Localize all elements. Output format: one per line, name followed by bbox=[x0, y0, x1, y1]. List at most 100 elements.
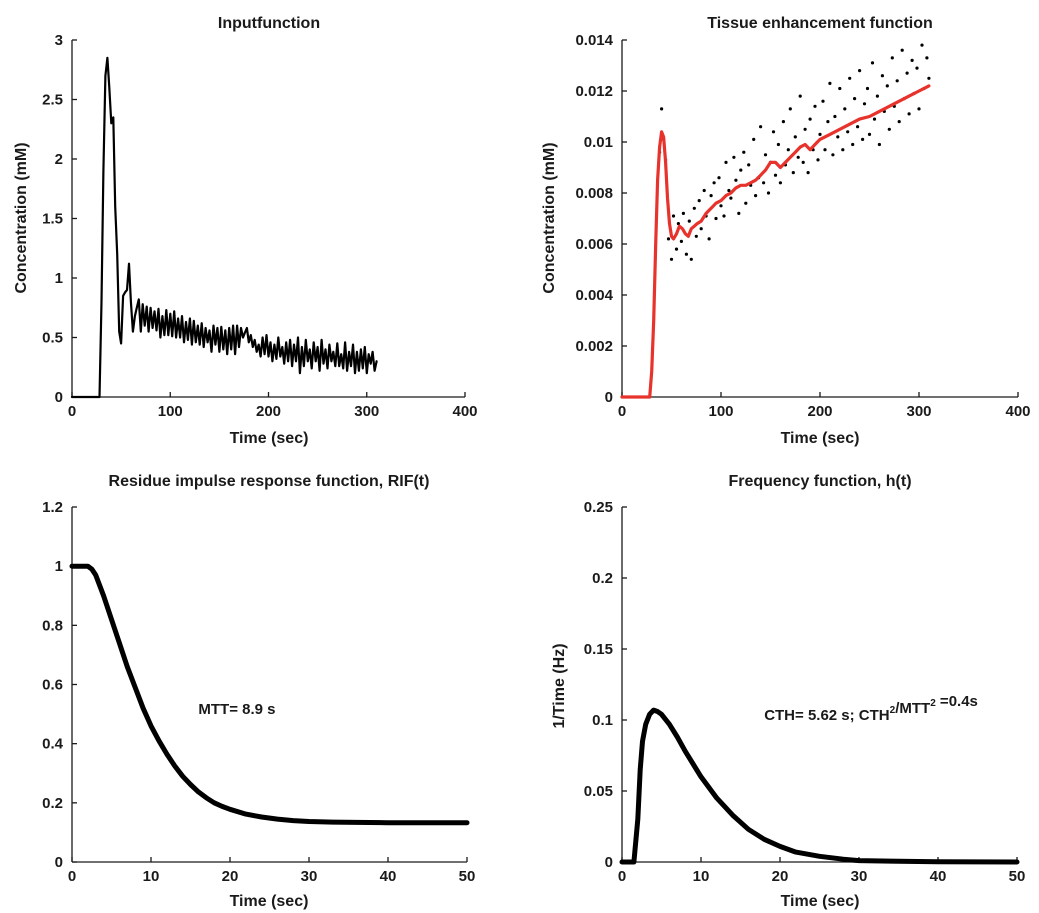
x-tick-label: 0 bbox=[68, 868, 76, 885]
y-tick-label: 0.1 bbox=[592, 712, 613, 729]
scatter-point bbox=[714, 216, 718, 221]
y-tick-label: 0 bbox=[605, 854, 613, 871]
y-tick-label: 1 bbox=[55, 270, 63, 287]
scatter-point bbox=[687, 219, 691, 223]
x-tick-label: 10 bbox=[693, 868, 710, 885]
scatter-point bbox=[681, 211, 686, 215]
y-tick-label: 0.002 bbox=[575, 338, 613, 355]
panel-residue-impulse-response: Residue impulse response function, RIF(t… bbox=[42, 473, 475, 910]
y-tick-label: 1.5 bbox=[42, 211, 63, 228]
x-tick-label: 200 bbox=[807, 403, 832, 420]
y-axis-label: 1/Time (Hz) bbox=[551, 643, 568, 728]
scatter-point bbox=[697, 199, 701, 203]
y-tick-label: 0.15 bbox=[584, 641, 613, 658]
scatter-point bbox=[867, 132, 872, 136]
scatter-point bbox=[806, 171, 810, 175]
panel-tissue-enhancement: Tissue enhancement function Time (sec) C… bbox=[541, 15, 1031, 447]
annotation-part: CTH= 5.62 s; CTH bbox=[764, 707, 889, 724]
scatter-point bbox=[823, 148, 827, 152]
x-axis-label: Time (sec) bbox=[781, 430, 860, 447]
scatter-point bbox=[759, 125, 763, 129]
y-axis-label: Concentration (mM) bbox=[13, 142, 30, 293]
y-tick-label: 0 bbox=[605, 389, 613, 406]
scatter-point bbox=[684, 252, 689, 256]
scatter-point bbox=[754, 194, 758, 198]
scatter-point bbox=[917, 107, 921, 111]
y-tick-label: 0 bbox=[55, 854, 63, 871]
x-tick-label: 50 bbox=[1009, 868, 1026, 885]
y-tick-label: 0.8 bbox=[42, 617, 63, 634]
scatter-point bbox=[727, 188, 731, 193]
scatter-point bbox=[887, 127, 891, 131]
scatter-point bbox=[831, 153, 835, 157]
scatter-point bbox=[724, 160, 728, 164]
scatter-point bbox=[848, 76, 852, 80]
y-tick-label: 1.2 bbox=[42, 499, 63, 516]
scatter-point bbox=[801, 160, 805, 164]
y-tick-label: 2.5 bbox=[42, 92, 63, 109]
annotation: MTT= 8.9 s bbox=[198, 701, 275, 718]
scatter-point bbox=[796, 155, 800, 159]
y-tick-label: 0.006 bbox=[575, 236, 613, 253]
scatter-point bbox=[841, 148, 845, 152]
scatter-point bbox=[927, 76, 931, 80]
x-tick-label: 50 bbox=[459, 868, 476, 885]
scatter-point bbox=[803, 127, 807, 131]
scatter-point bbox=[763, 153, 768, 157]
y-tick-label: 0.008 bbox=[575, 185, 613, 202]
scatter-point bbox=[895, 79, 899, 83]
scatter-point bbox=[872, 117, 877, 121]
scatter-point bbox=[808, 117, 812, 121]
panel-inputfunction: Inputfunction Time (sec) Concentration (… bbox=[13, 15, 478, 447]
x-tick-label: 100 bbox=[158, 403, 183, 420]
scatter-point bbox=[900, 48, 904, 52]
scatter-point bbox=[828, 81, 832, 85]
x-tick-label: 40 bbox=[930, 868, 947, 885]
scatter-point bbox=[752, 137, 756, 141]
scatter-point bbox=[732, 155, 736, 159]
x-axis-label: Time (sec) bbox=[230, 430, 309, 447]
series-line bbox=[620, 84, 931, 399]
annotation-part: /MTT bbox=[895, 700, 930, 717]
scatter-point bbox=[742, 150, 746, 154]
scatter-point bbox=[925, 56, 929, 60]
scatter-point bbox=[798, 94, 802, 98]
x-tick-label: 20 bbox=[772, 868, 789, 885]
x-tick-label: 0 bbox=[618, 868, 626, 885]
scatter-point bbox=[734, 178, 738, 182]
scatter-point bbox=[907, 112, 911, 116]
scatter-point bbox=[739, 168, 743, 172]
scatter-point bbox=[712, 181, 716, 185]
scatter-point bbox=[793, 135, 797, 139]
y-tick-label: 0.05 bbox=[584, 783, 613, 800]
series-line bbox=[619, 707, 1020, 865]
scatter-point bbox=[676, 222, 681, 226]
series-line bbox=[70, 56, 378, 399]
annotation-part: =0.4s bbox=[936, 693, 978, 710]
scatter-point bbox=[689, 257, 693, 261]
scatter-point bbox=[699, 227, 703, 231]
scatter-point bbox=[722, 214, 726, 218]
scatter-point bbox=[818, 132, 822, 136]
scatter-point bbox=[692, 206, 696, 210]
scatter-point bbox=[762, 181, 766, 185]
scatter-point bbox=[875, 94, 880, 98]
scatter-point bbox=[660, 107, 664, 111]
scatter-point bbox=[851, 142, 855, 147]
scatter-point bbox=[771, 130, 776, 134]
y-tick-label: 0.014 bbox=[575, 32, 613, 49]
scatter-point bbox=[915, 66, 919, 70]
y-tick-label: 2 bbox=[55, 151, 63, 168]
scatter-point bbox=[674, 247, 679, 251]
scatter-point bbox=[747, 163, 751, 167]
scatter-point bbox=[694, 234, 698, 238]
scatter-point bbox=[776, 142, 781, 147]
scatter-point bbox=[717, 176, 721, 180]
panel-title: Tissue enhancement function bbox=[707, 15, 933, 32]
x-tick-label: 0 bbox=[618, 403, 626, 420]
y-tick-label: 0.2 bbox=[42, 795, 63, 812]
x-tick-label: 200 bbox=[256, 403, 281, 420]
scatter-point bbox=[709, 194, 713, 198]
scatter-series bbox=[658, 43, 931, 261]
